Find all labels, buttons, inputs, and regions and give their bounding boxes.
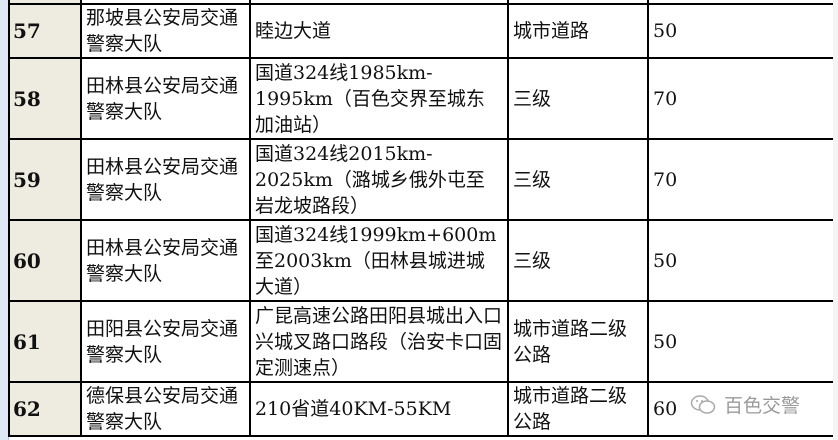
table-row: 62 德保县公安局交通警察大队 210省道40KM-55KM 城市道路二级公路 60 xyxy=(8,381,835,437)
watermark: 百色交警 xyxy=(690,391,800,418)
cell-no: 57 xyxy=(8,3,82,59)
cell-level: 城市道路 xyxy=(507,3,649,59)
table-row: 61 田阳县公安局交通警察大队 广昆高速公路田阳县城出入口兴城叉路口路段（治安卡口固… xyxy=(8,300,835,383)
table-row: 58 田林县公安局交通警察大队 国道324线1985km-1995km（百色交界至城… xyxy=(8,57,835,140)
cell-speed: 50 xyxy=(647,219,835,302)
cell-level: 三级 xyxy=(507,219,649,302)
cell-level xyxy=(507,0,649,5)
table-row: 60 田林县公安局交通警察大队 国道324线1999km+600m至2003km（田… xyxy=(8,219,835,302)
watermark-text: 百色交警 xyxy=(724,395,801,417)
cell-road: 210省道40KM-55KM xyxy=(249,381,509,437)
adjacent-column xyxy=(833,0,838,440)
cell-unit: 德保县公安局交通警察大队 xyxy=(80,381,251,437)
cell-unit xyxy=(80,0,251,5)
cell-no: 58 xyxy=(8,57,82,140)
cell-unit: 田林县公安局交通警察大队 xyxy=(80,138,251,221)
cell-road: 睦边大道 xyxy=(249,3,509,59)
cell-no: 60 xyxy=(8,219,82,302)
cell-road xyxy=(249,0,509,5)
cell-road: 国道324线1999km+600m至2003km（田林县城进城大道） xyxy=(249,219,509,302)
cell-speed: 70 xyxy=(647,57,835,140)
cell-road: 国道324线1985km-1995km（百色交界至城东加油站） xyxy=(249,57,509,140)
cell-no: 59 xyxy=(8,138,82,221)
cell-unit: 那坡县公安局交通警察大队 xyxy=(80,3,251,59)
table-row: 59 田林县公安局交通警察大队 国道324线2015km-2025km（潞城乡俄外屯… xyxy=(8,138,835,221)
cell-speed: 70 xyxy=(647,138,835,221)
speed-limit-table: 5657那坡县公安局交通警察大队睦边大道城市道路5058田林县公安局交通警察大队… xyxy=(8,0,835,437)
cell-level: 城市道路二级公路 xyxy=(507,381,649,437)
cell-speed: 50 xyxy=(647,300,835,383)
cell-unit: 田阳县公安局交通警察大队 xyxy=(80,300,251,383)
cell-road: 国道324线2015km-2025km（潞城乡俄外屯至岩龙坡路段） xyxy=(249,138,509,221)
cell-level: 三级 xyxy=(507,57,649,140)
cell-no: 61 xyxy=(8,300,82,383)
cell-road: 广昆高速公路田阳县城出入口兴城叉路口路段（治安卡口固定测速点） xyxy=(249,300,509,383)
cell-unit: 田林县公安局交通警察大队 xyxy=(80,219,251,302)
cell-level: 城市道路二级公路 xyxy=(507,300,649,383)
cell-speed: 50 xyxy=(647,3,835,59)
cell-no: 62 xyxy=(8,381,82,437)
cell-level: 三级 xyxy=(507,138,649,221)
wechat-icon xyxy=(690,394,716,414)
table-row: 56 xyxy=(8,0,835,5)
cell-unit: 田林县公安局交通警察大队 xyxy=(80,57,251,140)
cell-speed: 60 xyxy=(647,381,835,437)
cell-no: 56 xyxy=(8,0,82,5)
table-row: 57 那坡县公安局交通警察大队 睦边大道 城市道路 50 xyxy=(8,3,835,59)
